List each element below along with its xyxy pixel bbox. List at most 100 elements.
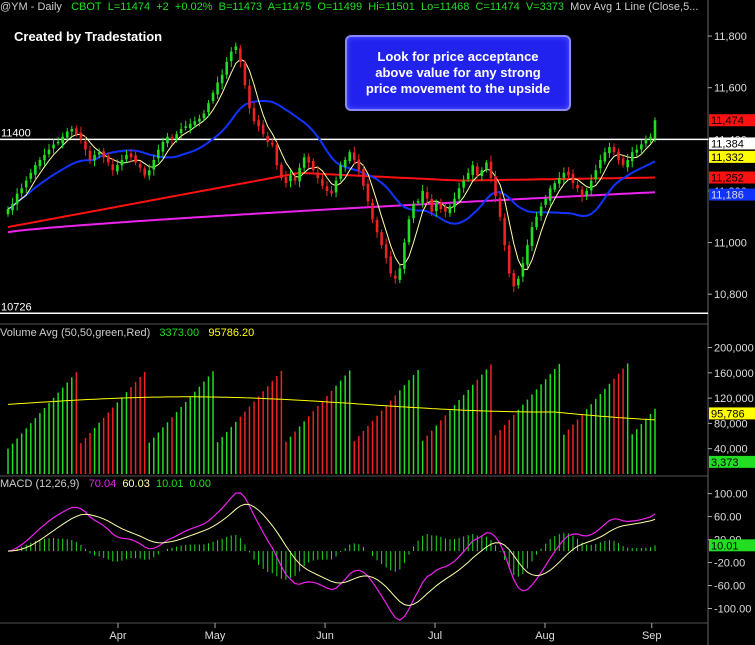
macd-tag (709, 539, 755, 552)
candle-body (266, 135, 270, 142)
candle-body (243, 63, 247, 86)
candle-body (517, 278, 520, 286)
candle-body (612, 147, 616, 153)
candle-body (412, 203, 415, 219)
candle-body (466, 172, 470, 180)
candle-body (207, 103, 210, 113)
volume-tag-label: 3,373 (711, 457, 739, 469)
candle-body (371, 202, 374, 220)
candle-body (599, 159, 602, 169)
candle-body (88, 150, 92, 160)
candle-body (416, 201, 420, 203)
candle-body (188, 123, 192, 129)
created-by-label: Created by Tradestation (14, 29, 163, 44)
price-tag-label: 11,186 (711, 190, 744, 202)
candle-body (558, 178, 561, 184)
candle-body (494, 176, 497, 197)
candle-body (640, 144, 643, 150)
price-tick-label: 10,800 (714, 289, 748, 301)
candle-body (485, 162, 488, 171)
candle-body (316, 172, 320, 179)
candle-body (6, 209, 10, 215)
candle-body (311, 160, 315, 171)
candle-body (147, 170, 151, 176)
candle-body (444, 206, 447, 212)
candle-body (116, 165, 119, 172)
candle-body (512, 273, 516, 287)
macd-line (7, 492, 656, 621)
x-tick-label: May (205, 630, 226, 642)
candle-body (138, 164, 142, 168)
candle-body (97, 152, 101, 155)
candle-body (298, 167, 301, 182)
candle-body (225, 61, 229, 75)
candle-body (202, 113, 206, 119)
low-price: Lo=11468 (420, 1, 470, 13)
candle-body (211, 92, 215, 102)
x-tick-label: Apr (109, 630, 126, 642)
candle-body (47, 149, 51, 155)
last-price: L=11474 (107, 1, 151, 13)
volume-bars-group (7, 363, 656, 474)
annotation-line-3: price movement to the upside (365, 81, 551, 96)
candle-body (111, 164, 115, 171)
candle-body (11, 203, 14, 211)
study-label: Mov Avg 1 Line (Close,5... (570, 1, 699, 13)
candle-body (220, 74, 224, 84)
candle-body (589, 180, 593, 191)
candle-body (403, 242, 406, 269)
candle-body (476, 166, 479, 176)
candle-body (389, 256, 393, 274)
candle-body (79, 132, 83, 140)
macd-tick-label: 100.00 (714, 489, 748, 501)
macd-diff-value: 10.01 (155, 478, 184, 490)
price-tick-label: 11,800 (714, 31, 747, 43)
candle-body (375, 220, 379, 233)
candle-body (544, 198, 547, 205)
candle-body (143, 168, 146, 176)
candle-body (24, 180, 28, 188)
candle-body (161, 141, 165, 152)
candle-body (56, 141, 60, 144)
volume-value: V=3373 (525, 1, 565, 13)
macd-study-label: MACD (12,26,9) (0, 478, 80, 490)
candle-body (348, 152, 352, 161)
candle-body (170, 137, 174, 140)
candle-body (421, 190, 424, 204)
candle-body (608, 147, 611, 153)
price-tag (709, 171, 755, 184)
candle-body (562, 172, 566, 178)
macd-tick-label: -20.00 (714, 558, 745, 570)
volume-study-label: Volume Avg (50,50,green,Red) (0, 327, 151, 339)
volume-avg-line (7, 396, 656, 421)
candle-body (239, 48, 242, 62)
candle-body (229, 51, 233, 62)
volume-tag-label: 95,786 (711, 408, 745, 420)
candle-body (480, 170, 484, 176)
candle-body (252, 108, 256, 122)
candle-body (553, 183, 557, 190)
volume-tick-label: 80,000 (714, 418, 748, 430)
candle-body (571, 173, 575, 184)
candle-body (630, 152, 634, 162)
macd-tick-label: -60.00 (714, 581, 745, 593)
candle-body (617, 151, 620, 160)
ma-50-line (7, 99, 656, 225)
candle-body (407, 219, 411, 243)
candle-body (448, 206, 452, 214)
candle-body (184, 126, 187, 128)
price-tag-label: 11,332 (711, 152, 744, 164)
macd-tick-label: -100.00 (714, 604, 751, 616)
candle-body (366, 183, 370, 202)
x-tick-label: Jun (316, 630, 334, 642)
candle-body (270, 142, 274, 145)
candle-body (489, 161, 493, 179)
candle-body (398, 268, 402, 280)
candle-body (380, 232, 383, 246)
volume-tag (709, 407, 755, 420)
candles-group (6, 42, 657, 293)
candle-body (38, 159, 42, 167)
candle-body (65, 131, 69, 138)
macd-signal-line (7, 503, 656, 607)
